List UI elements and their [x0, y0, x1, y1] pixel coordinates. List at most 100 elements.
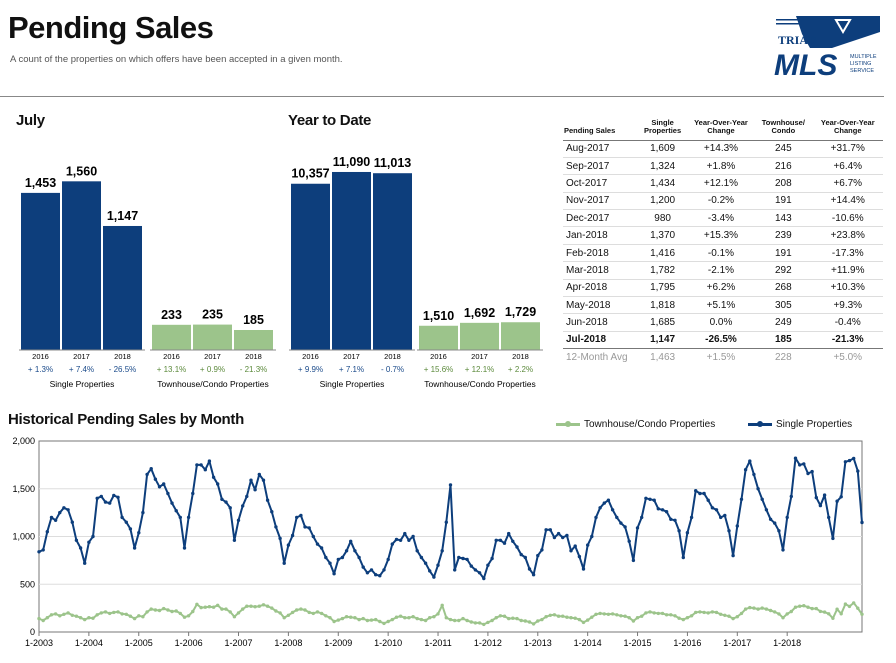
table-cell: +15.3% — [687, 226, 755, 245]
series-point — [606, 498, 611, 502]
series-point — [274, 525, 278, 529]
series-point — [565, 615, 569, 619]
series-point — [465, 557, 469, 562]
series-point — [390, 617, 394, 622]
table-cell: 1,818 — [637, 296, 688, 315]
series-point — [448, 483, 453, 487]
x-tick-label: 1-2004 — [75, 638, 103, 648]
triad-mls-logo: TRIAD MLS MULTIPLE LISTING SERVICE — [774, 16, 880, 80]
series-point — [768, 517, 773, 521]
series-point — [635, 616, 640, 620]
series-point — [856, 606, 860, 610]
series-point — [444, 520, 448, 524]
table-row: Sep-2017 1,324 +1.8% 216 +6.4% — [563, 157, 883, 176]
series-point — [473, 621, 478, 625]
series-point — [241, 607, 245, 611]
series-point — [540, 548, 544, 552]
series-point — [827, 612, 831, 616]
series-point — [245, 604, 249, 608]
series-point — [332, 619, 336, 624]
series-point — [681, 555, 685, 560]
series-point — [694, 610, 698, 615]
series-point — [407, 616, 411, 620]
series-point — [465, 618, 469, 623]
series-point — [644, 611, 648, 615]
table-cell: +5.1% — [687, 296, 755, 315]
series-point — [569, 616, 573, 620]
series-point — [87, 616, 91, 620]
series-point — [299, 513, 303, 518]
series-point — [619, 614, 623, 618]
series-point — [162, 606, 166, 611]
series-point — [211, 475, 216, 479]
bar-year-label: 2017 — [343, 352, 360, 361]
x-tick-label: 1-2011 — [424, 638, 451, 648]
series-point — [403, 531, 407, 536]
series-point — [440, 549, 444, 553]
series-point — [349, 615, 353, 619]
series-point — [706, 611, 710, 615]
series-point — [195, 602, 199, 606]
series-point — [170, 609, 174, 614]
series-point — [128, 527, 133, 531]
series-point — [569, 549, 573, 553]
series-point — [120, 612, 124, 616]
series-point — [852, 456, 856, 461]
bar-group-label: Townhouse/Condo Properties — [157, 379, 269, 389]
table-cell: 191 — [754, 192, 813, 211]
bar-value-label: 1,147 — [107, 209, 138, 223]
series-point — [357, 617, 361, 622]
col-header-month: Pending Sales — [563, 118, 638, 141]
series-point — [814, 606, 818, 611]
series-point — [652, 611, 656, 615]
series-point — [45, 530, 49, 534]
series-point — [839, 495, 843, 499]
header-divider — [0, 96, 884, 97]
series-point — [415, 549, 419, 553]
table-cell: +14.3% — [687, 140, 755, 158]
series-point — [378, 619, 382, 624]
series-point — [228, 506, 232, 510]
bar-year-label: 2017 — [204, 352, 221, 361]
series-point — [523, 555, 527, 560]
series-point — [835, 607, 839, 611]
series-point — [627, 539, 631, 543]
series-point — [83, 561, 87, 565]
series-point — [573, 616, 577, 620]
series-point — [336, 557, 340, 562]
series-point — [386, 557, 390, 562]
series-point — [307, 610, 311, 615]
table-cell: +5.0% — [833, 352, 863, 364]
series-point — [228, 610, 232, 614]
series-point — [719, 612, 723, 616]
series-point — [332, 572, 336, 576]
ytd-bar-chart: 10,357 2016 + 9.9% 11,090 2017 + 7.1% 11,013 20… — [289, 155, 543, 389]
series-point — [282, 561, 286, 565]
bar-year-label: 2018 — [384, 352, 401, 361]
series-point — [839, 612, 843, 616]
series-point — [847, 604, 852, 609]
series-point — [469, 620, 473, 624]
bar-year-label: 2016 — [302, 352, 319, 361]
logo-top-text: TRIAD — [778, 33, 817, 47]
series-point — [793, 456, 798, 460]
series-point — [369, 618, 374, 622]
table-cell: 1,609 — [637, 140, 688, 158]
bar-value-label: 10,357 — [291, 167, 329, 181]
bar-2016 — [291, 183, 330, 350]
series-point — [461, 616, 465, 621]
series-point — [253, 488, 257, 492]
table-row: Dec-2017 980 -3.4% 143 -10.6% — [563, 209, 883, 228]
series-point — [818, 503, 823, 508]
series-point — [137, 614, 141, 618]
series-point — [307, 526, 311, 530]
bar-change-label: + 12.1% — [465, 365, 495, 374]
series-point — [453, 618, 457, 623]
series-point — [698, 610, 702, 614]
bar-value-label: 1,692 — [464, 306, 495, 320]
series-point — [515, 616, 519, 621]
series-point — [802, 462, 806, 466]
logo-side-text-1: MULTIPLE — [850, 54, 877, 60]
series-point — [561, 535, 565, 540]
series-point — [760, 497, 764, 501]
